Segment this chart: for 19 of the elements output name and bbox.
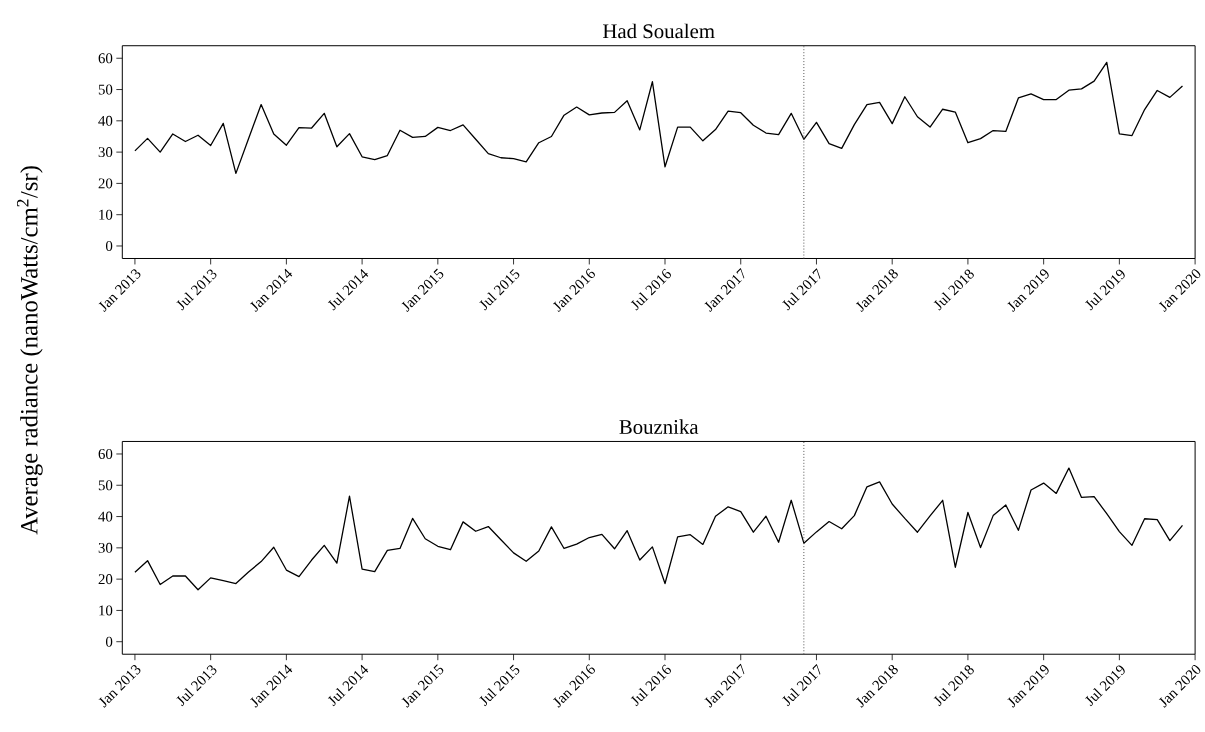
y-tick-label: 20: [98, 178, 113, 189]
y-tick-label: 10: [99, 209, 113, 220]
y-tick-label: 50: [98, 480, 113, 491]
y-tick-label: 0: [105, 636, 113, 647]
y-tick-label: 10: [99, 605, 113, 616]
y-tick-label: 30: [98, 147, 113, 158]
y-axis-title: Average radiance (nanoWatts/cm$^{2}$/sr): [16, 166, 43, 535]
chart-title: Had Soualem: [602, 23, 715, 39]
y-tick-label: 40: [98, 115, 113, 126]
line-series: [134, 61, 1184, 175]
chart-title: Bouznika: [619, 419, 699, 435]
line-series: [134, 467, 1184, 591]
y-tick-label: 60: [98, 449, 113, 460]
y-tick-label: 40: [98, 511, 113, 522]
y-tick-label: 60: [98, 53, 113, 64]
y-tick-label: 0: [105, 241, 113, 252]
y-tick-label: 20: [98, 574, 113, 585]
y-tick-label: 50: [98, 84, 113, 95]
y-tick-label: 30: [98, 542, 113, 553]
